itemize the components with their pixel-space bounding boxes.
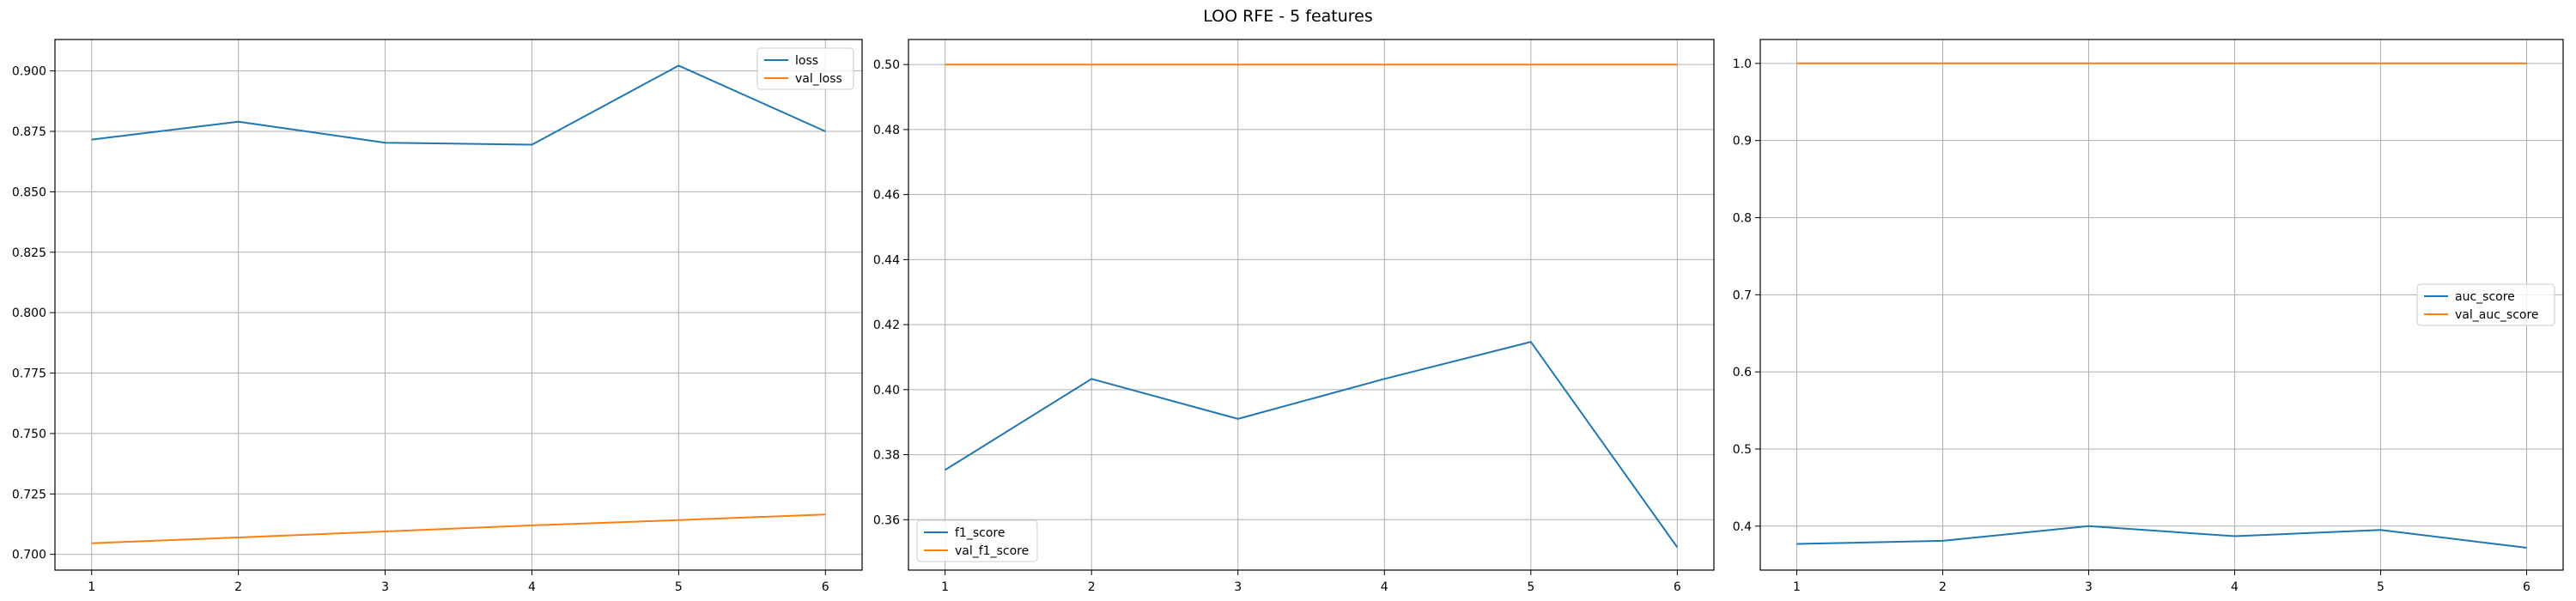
legend: loss val_loss: [756, 47, 854, 90]
axes-frame: [1759, 39, 2564, 571]
y-tick-label: 0.44: [873, 253, 900, 267]
x-tick-label: 4: [2231, 580, 2239, 594]
y-tick-label: 0.4: [1733, 520, 1752, 534]
legend-label-val_auc_score: val_auc_score: [2455, 308, 2539, 322]
legend: auc_score val_auc_score: [2416, 283, 2555, 326]
y-tick-label: 0.46: [873, 189, 900, 203]
legend-label-val_loss: val_loss: [795, 72, 842, 86]
legend-box: [2416, 283, 2555, 326]
y-tick-label: 0.7: [1733, 288, 1752, 302]
x-tick-label: 1: [1793, 580, 1801, 594]
x-tick-label: 4: [1381, 580, 1388, 594]
y-tick-label: 0.750: [12, 428, 46, 441]
x-tick-label: 2: [1088, 580, 1096, 594]
y-tick-label: 0.38: [873, 449, 900, 463]
y-tick-label: 0.6: [1733, 366, 1752, 379]
x-tick-label: 2: [1939, 580, 1947, 594]
y-tick-label: 0.8: [1733, 211, 1752, 225]
legend-label-loss: loss: [795, 54, 818, 68]
series-line-val_loss: [91, 513, 826, 544]
x-tick-label: 3: [2085, 580, 2093, 594]
y-tick-label: 0.800: [12, 307, 46, 320]
y-tick-label: 0.725: [12, 488, 46, 501]
y-tick-label: 0.700: [12, 549, 46, 562]
x-tick-label: 3: [381, 580, 389, 594]
loss-panel: 1 2 3 4 5 6 0.700 0.725 0.750 0.775 0.800 0.825 0.85…: [12, 39, 863, 594]
x-tick-label: 6: [2523, 580, 2530, 594]
y-tick-label: 0.42: [873, 319, 900, 332]
legend-label-f1_score: f1_score: [955, 526, 1005, 540]
y-tick-label: 0.900: [12, 65, 46, 79]
x-tick-label: 2: [234, 580, 242, 594]
y-tick-label: 0.9: [1733, 135, 1752, 149]
y-tick-label: 0.850: [12, 185, 46, 199]
x-tick-label: 6: [822, 580, 829, 594]
legend-label-auc_score: auc_score: [2455, 290, 2515, 304]
y-tick-label: 0.48: [873, 124, 900, 137]
auc-score-panel: 1 2 3 4 5 6 0.4 0.5 0.6 0.7 0.8 0.9 1.0 auc_score val_…: [1733, 39, 2564, 594]
x-tick-label: 4: [528, 580, 536, 594]
series-line-auc_score: [1796, 525, 2527, 549]
series-line-loss: [91, 64, 826, 146]
y-tick-label: 0.50: [873, 58, 900, 72]
y-tick-label: 0.775: [12, 367, 46, 381]
x-tick-label: 3: [1234, 580, 1242, 594]
x-tick-label: 6: [1674, 580, 1681, 594]
x-tick-label: 5: [675, 580, 683, 594]
f1-score-panel: 1 2 3 4 5 6 0.36 0.38 0.40 0.42 0.44 0.46 0.48 0.50 f1…: [873, 39, 1715, 594]
x-tick-label: 5: [1527, 580, 1534, 594]
legend-label-val_f1_score: val_f1_score: [955, 544, 1029, 558]
y-tick-label: 0.5: [1733, 443, 1752, 457]
y-tick-label: 0.875: [12, 125, 46, 139]
x-tick-label: 5: [2377, 580, 2385, 594]
series-line-f1_score: [945, 341, 1679, 549]
y-tick-label: 0.825: [12, 246, 46, 260]
y-tick-label: 0.36: [873, 513, 900, 527]
axes-frame: [54, 39, 863, 571]
axes-frame: [908, 39, 1715, 571]
figure-title: LOO RFE - 5 features: [1203, 7, 1373, 26]
y-tick-label: 1.0: [1733, 58, 1752, 71]
y-tick-label: 0.40: [873, 384, 900, 398]
x-tick-label: 1: [88, 580, 95, 594]
legend: f1_score val_f1_score: [916, 519, 1038, 562]
x-tick-label: 1: [941, 580, 949, 594]
